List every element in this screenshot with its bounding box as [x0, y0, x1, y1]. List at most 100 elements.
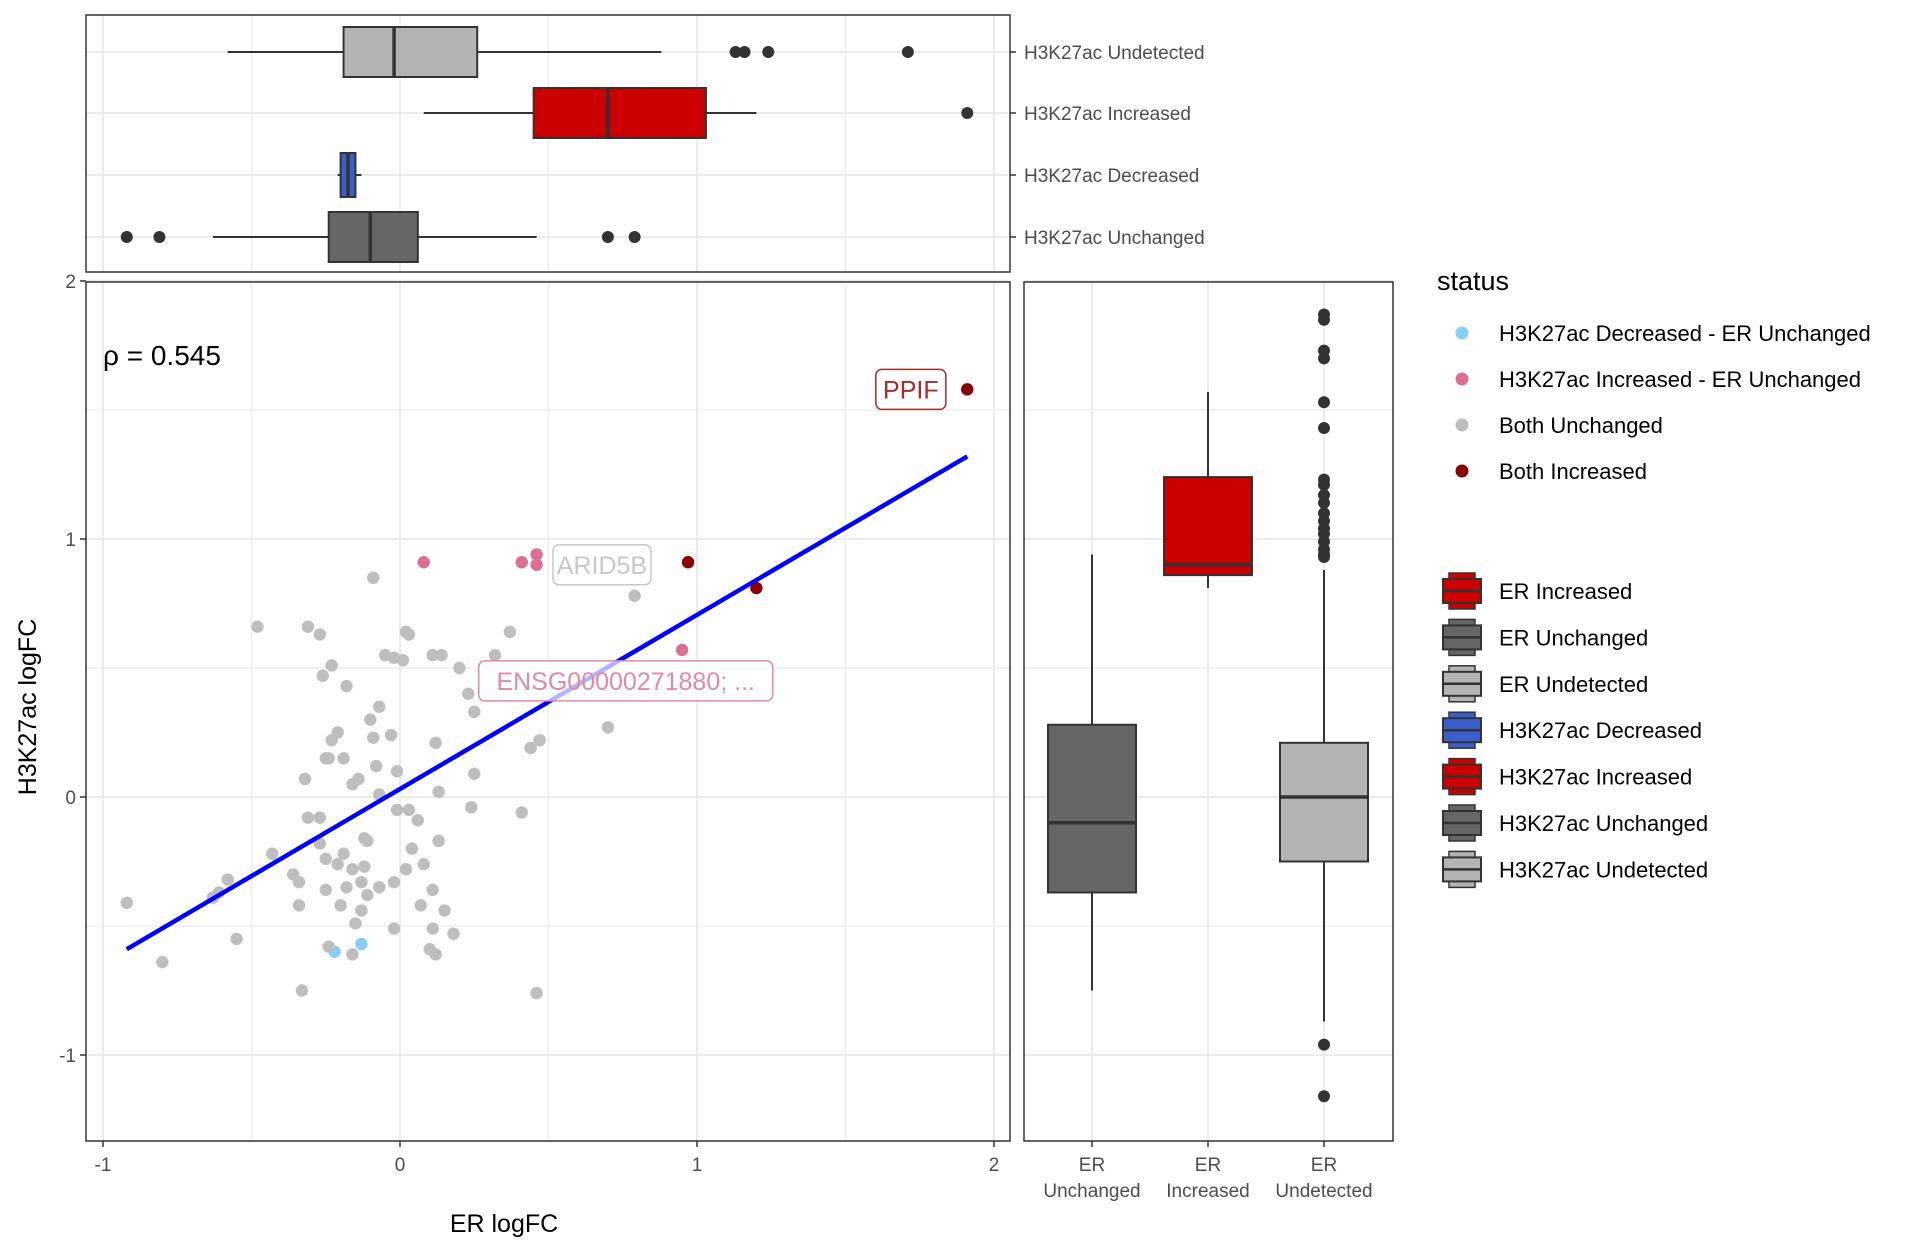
box: [1279, 741, 1369, 863]
scatter-point: [156, 955, 169, 969]
point-label-box: [875, 368, 947, 411]
legend-item-status: Both Unchanged: [1455, 413, 1663, 438]
category-label-line1: ER: [1195, 1155, 1221, 1176]
outlier-point: [1318, 1090, 1330, 1103]
scatter-panel: PPIF ARID5B ENSG00000271880; ... -1 0 1 2 -1 0 1 2: [59, 272, 1011, 1176]
y-tick-label: 2: [65, 272, 76, 293]
scatter-point: [331, 857, 344, 871]
scatter-point: [515, 806, 528, 819]
scatter-point: [358, 860, 371, 873]
point-label-box: [552, 544, 652, 586]
scatter-point: [429, 948, 442, 961]
scatter-point: [292, 899, 306, 912]
scatter-point: [447, 927, 460, 940]
scatter-point: [346, 863, 359, 876]
outlier-point: [762, 46, 775, 58]
legend-label: H3K27ac Unchanged: [1499, 811, 1708, 836]
scatter-point: [292, 875, 306, 889]
scatter-point: [426, 648, 439, 662]
point-label: ENSG00000271880; ...: [477, 660, 774, 702]
scatter-point: [411, 814, 425, 827]
scatter-point: [322, 752, 335, 765]
scatter-point: [384, 728, 398, 742]
scatter-point: [120, 896, 133, 909]
outlier-point: [1318, 313, 1330, 326]
scatter-point: [405, 842, 419, 855]
box: [1163, 476, 1253, 577]
right-boxplot-panel: ER Unchanged ER Increased ER Undetected: [1023, 280, 1394, 1202]
scatter-point: [530, 558, 543, 571]
scatter-point: [503, 625, 517, 639]
scatter-point: [675, 643, 689, 657]
scatter-point: [373, 881, 386, 894]
legend-title: status: [1437, 266, 1509, 296]
scatter-point: [530, 548, 543, 561]
scatter-point: [390, 765, 404, 778]
scatter-point: [337, 847, 350, 860]
legend-item-fill: H3K27ac Undetected: [1442, 850, 1708, 889]
scatter-point: [313, 811, 327, 824]
scatter-point: [681, 556, 695, 569]
category-label-line1: ER: [1311, 1155, 1337, 1176]
scatter-point: [230, 932, 243, 946]
boxplot-h3k27ac-unchanged: H3K27ac Unchanged: [120, 211, 1205, 263]
y-axis-title: H3K27ac logFC: [14, 619, 42, 795]
legend-item-status: H3K27ac Increased - ER Unchanged: [1455, 367, 1861, 392]
scatter-point: [355, 904, 368, 917]
outlier-point: [1318, 478, 1330, 491]
boxplot-h3k27ac-increased: H3K27ac Increased: [423, 87, 1191, 139]
box: [327, 211, 419, 263]
category-label: H3K27ac Increased: [1024, 104, 1191, 125]
boxplot-er-increased: ER Increased: [1163, 391, 1253, 1202]
scatter-point: [251, 620, 264, 633]
scatter-point: [349, 917, 362, 930]
scatter-point: [426, 883, 439, 897]
scatter-point: [432, 785, 445, 799]
outlier-point: [729, 46, 742, 58]
box: [532, 87, 707, 139]
legend-label: ER Increased: [1499, 579, 1632, 604]
scatter-point: [417, 857, 430, 871]
x-tick-label: 0: [395, 1155, 406, 1176]
boxplot-h3k27ac-undetected: H3K27ac Undetected: [227, 26, 1205, 78]
scatter-point: [361, 834, 374, 848]
outlier-point: [1318, 1038, 1330, 1051]
scatter-point: [468, 705, 481, 719]
scatter-point: [221, 873, 234, 886]
scatter-point: [601, 721, 615, 734]
scatter-point: [367, 731, 380, 744]
point-label-text: PPIF: [883, 376, 939, 404]
category-label-line2: Unchanged: [1043, 1181, 1140, 1202]
legend-key-dot: [1455, 372, 1469, 386]
point-label-text: ENSG00000271880; ...: [496, 668, 755, 696]
outlier-point: [738, 46, 751, 58]
legend-item-status: H3K27ac Decreased - ER Unchanged: [1455, 321, 1871, 346]
legend-label: Both Unchanged: [1499, 413, 1663, 438]
scatter-point: [468, 767, 481, 780]
legend-label: ER Undetected: [1499, 672, 1648, 697]
legend-item-fill: H3K27ac Increased: [1442, 757, 1692, 796]
legend-label: H3K27ac Undetected: [1499, 857, 1708, 882]
scatter-point: [390, 803, 404, 817]
scatter-point: [301, 620, 315, 633]
scatter-point: [316, 669, 329, 682]
legend: H3K27ac Decreased - ER Unchanged H3K27ac …: [1442, 321, 1871, 889]
boxplot-er-unchanged: ER Unchanged: [1043, 554, 1141, 1202]
scatter-point: [367, 571, 380, 584]
scatter-point: [453, 661, 466, 675]
y-tick-label: 0: [65, 788, 76, 809]
scatter-point: [364, 713, 377, 726]
scatter-point: [355, 937, 368, 951]
scatter-point: [417, 556, 430, 569]
panel-border: [85, 281, 1011, 1142]
scatter-point: [524, 741, 537, 755]
top-boxplot-panel: H3K27ac Undetected H3K27ac Increased H3K27…: [85, 14, 1205, 273]
scatter-point: [361, 888, 374, 902]
scatter-point: [319, 852, 332, 866]
scatter-point: [750, 581, 763, 595]
legend-item-fill: ER Undetected: [1442, 665, 1648, 703]
scatter-point: [370, 759, 383, 773]
outlier-point: [601, 231, 614, 243]
scatter-point: [426, 922, 439, 935]
